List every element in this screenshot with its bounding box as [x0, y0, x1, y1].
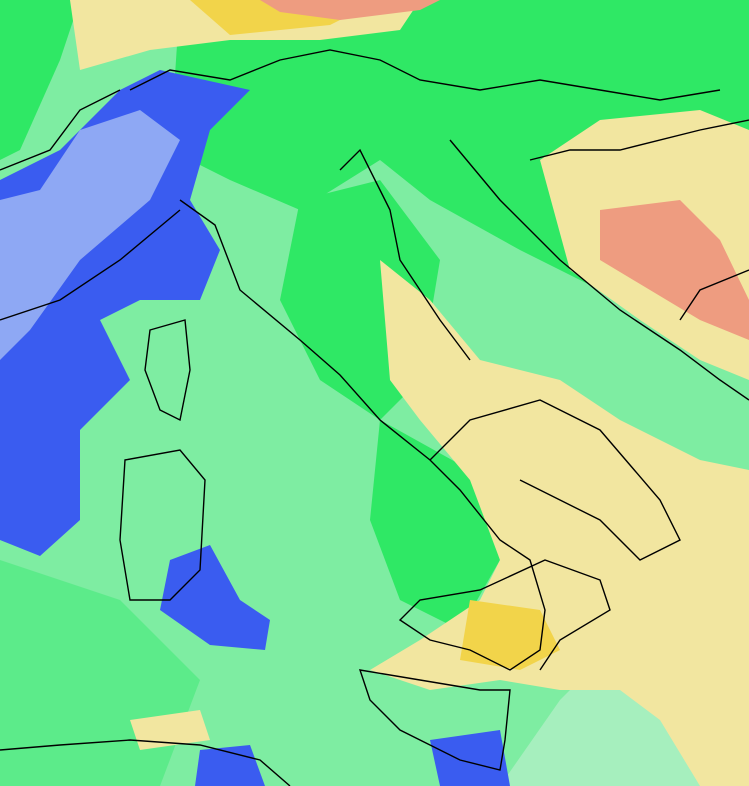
- france-border: [0, 89, 181, 321]
- coastlines-and-borders: [0, 49, 749, 786]
- italy-coastline: [179, 148, 681, 671]
- balkan-coast: [449, 139, 749, 401]
- alps-border: [129, 49, 721, 101]
- balkan-border: [529, 119, 749, 321]
- field-blue: [0, 70, 510, 786]
- field-salmon: [260, 0, 749, 340]
- corsica: [144, 319, 191, 422]
- sicily: [358, 669, 511, 771]
- sardinia: [119, 449, 206, 601]
- north-africa-coast: [0, 739, 291, 786]
